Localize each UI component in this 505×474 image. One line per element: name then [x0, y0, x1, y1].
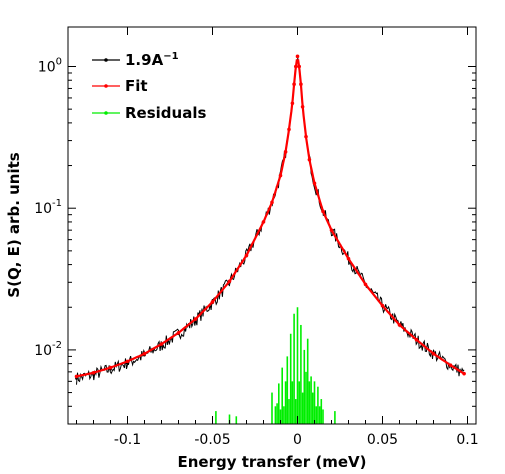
legend-label-data-name: 1.9A	[125, 51, 164, 69]
fit-point	[126, 360, 130, 364]
fit-point	[364, 283, 368, 287]
fit-point	[194, 317, 198, 321]
legend-marker-data	[104, 58, 108, 62]
fit-point	[299, 82, 303, 86]
x-tick-label: -0.1	[114, 432, 141, 448]
x-axis-title: Energy transfer (meV)	[178, 453, 367, 471]
fit-point	[211, 300, 215, 304]
fit-point	[75, 375, 79, 379]
fit-point	[270, 201, 274, 205]
legend-marker-fit	[104, 84, 108, 88]
legend-label-residuals: Residuals	[125, 104, 206, 122]
fit-point	[92, 371, 96, 375]
fit-point	[308, 158, 312, 162]
fit-point	[228, 279, 232, 283]
fit-point	[279, 174, 283, 178]
fit-point	[109, 366, 113, 370]
fit-point	[160, 342, 164, 346]
fit-point	[398, 323, 402, 327]
fit-point	[301, 105, 305, 109]
fit-point	[313, 181, 317, 185]
fit-point	[381, 304, 385, 308]
fit-point	[143, 352, 147, 356]
fit-point	[304, 135, 308, 139]
fit-point	[321, 210, 325, 214]
fit-point	[262, 220, 266, 224]
fit-point	[284, 150, 288, 154]
fit-point	[294, 65, 298, 69]
fit-point	[415, 338, 419, 342]
fit-point	[347, 257, 351, 261]
fit-point	[177, 331, 181, 335]
legend-label-data-sup: −1	[163, 51, 178, 62]
legend-label-fit: Fit	[125, 77, 148, 95]
x-tick-label: 0.05	[367, 432, 398, 448]
fit-point	[292, 82, 296, 86]
fit-point	[462, 372, 466, 376]
y-axis-title: S(Q, E) arb. units	[5, 152, 23, 298]
fit-point	[296, 55, 300, 59]
x-tick-label: 0	[293, 432, 302, 448]
fit-point	[291, 101, 295, 105]
fit-point	[297, 65, 301, 69]
fit-point	[330, 228, 334, 232]
x-tick-label: 0.1	[456, 432, 478, 448]
fit-point	[432, 352, 436, 356]
fit-point	[449, 363, 453, 367]
x-tick-label: -0.05	[194, 432, 230, 448]
legend-marker-residuals	[104, 111, 108, 115]
fit-point	[245, 254, 249, 258]
fit-point	[287, 128, 291, 132]
